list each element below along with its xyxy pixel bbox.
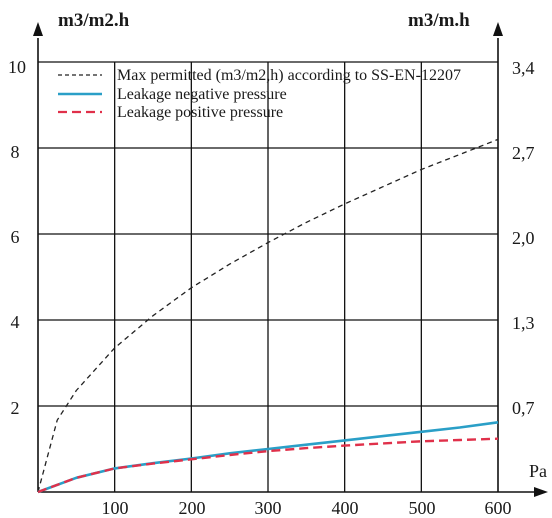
axes [33, 22, 548, 497]
y-right-tick-label: 2,0 [512, 228, 535, 248]
y-right-tick-label: 1,3 [512, 313, 535, 333]
y-left-tick-label: 6 [11, 227, 20, 247]
x-tick-label: 400 [332, 498, 359, 518]
y-left-tick-labels: 2 4 6 8 10 [8, 57, 26, 418]
y-right-tick-label: 3,4 [512, 58, 535, 78]
y-left-tick-label: 10 [8, 57, 26, 77]
y-right-tick-label: 0,7 [512, 398, 535, 418]
legend-label-positive: Leakage positive pressure [117, 104, 283, 121]
x-tick-label: 500 [409, 498, 436, 518]
y-left-tick-label: 8 [11, 142, 20, 162]
legend-label-max-permitted: Max permitted (m3/m2,h) according to SS-… [117, 67, 461, 84]
grid [38, 61, 498, 492]
series-lines [37, 138, 499, 494]
series-line-max-permitted [37, 138, 499, 493]
x-axis-arrow [534, 487, 548, 497]
legend-label-negative: Leakage negative pressure [117, 86, 287, 103]
series-line-negative-pressure [37, 421, 499, 494]
y-axis-left-label: m3/m2.h [58, 10, 130, 31]
y-axis-right-arrow [493, 22, 503, 36]
y-axis-left-arrow [33, 22, 43, 36]
x-tick-label: 600 [485, 498, 512, 518]
x-axis-label: Pa [529, 461, 547, 481]
y-left-tick-label: 2 [11, 398, 20, 418]
y-right-tick-labels: 0,7 1,3 2,0 2,7 3,4 [512, 58, 535, 418]
x-tick-label: 100 [102, 498, 129, 518]
x-tick-label: 200 [179, 498, 206, 518]
y-axis-right-label: m3/m.h [408, 10, 470, 31]
x-tick-label: 300 [255, 498, 282, 518]
legend: Max permitted (m3/m2,h) according to SS-… [58, 67, 461, 121]
y-right-tick-label: 2,7 [512, 143, 535, 163]
x-tick-labels: 100 200 300 400 500 600 [102, 498, 512, 518]
y-left-tick-label: 4 [11, 312, 20, 332]
